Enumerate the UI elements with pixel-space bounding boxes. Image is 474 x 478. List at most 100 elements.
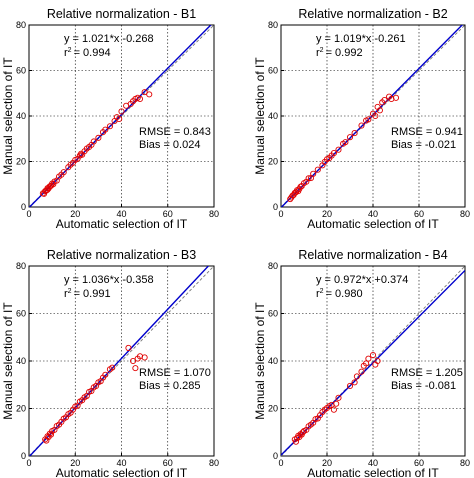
data-point	[310, 170, 317, 177]
chart-panel-b1: 0 20 40 60 80 0 20 40 60 80 Relative normalization…	[1, 7, 219, 231]
y-axis-label: Manual selection of IT	[1, 57, 15, 175]
x-tick-label: 20	[322, 209, 332, 219]
y-tick-label: 0	[273, 202, 278, 212]
data-point	[335, 146, 342, 153]
x-axis-label: Automatic selection of IT	[56, 217, 188, 231]
y-tick-label: 40	[16, 111, 26, 121]
data-point	[333, 400, 340, 407]
chart-title: Relative normalization - B3	[47, 248, 196, 262]
data-point	[335, 394, 342, 401]
x-tick-label: 80	[460, 458, 470, 468]
y-tick-label: 80	[16, 261, 26, 271]
x-tick-label: 0	[278, 458, 283, 468]
identity-line	[281, 25, 465, 207]
data-point	[358, 122, 365, 129]
x-tick-label: 60	[414, 209, 424, 219]
bias-label: Bias = 0.285	[139, 380, 200, 392]
rmse-label: RMSE = 1.070	[139, 367, 211, 379]
fit-equation: y = 1.036*x -0.358	[64, 274, 154, 286]
y-tick-label: 40	[16, 356, 26, 366]
y-tick-label: 0	[21, 451, 26, 461]
plot-content	[29, 266, 214, 456]
data-point	[132, 365, 139, 372]
x-axis-label: Automatic selection of IT	[56, 466, 188, 478]
data-point	[146, 91, 153, 98]
y-tick-label: 80	[268, 261, 278, 271]
data-point	[392, 94, 400, 101]
x-tick-label: 40	[116, 209, 126, 219]
y-tick-label: 0	[21, 202, 26, 212]
r-squared-symbol: r	[316, 47, 320, 59]
fit-equation: y = 1.019*x -0.261	[316, 33, 406, 45]
rmse-label: RMSE = 1.205	[391, 367, 463, 379]
data-point	[102, 371, 109, 378]
y-tick-label: 40	[268, 356, 278, 366]
y-tick-label: 20	[268, 157, 278, 167]
data-point	[130, 357, 137, 365]
data-point	[369, 352, 377, 359]
y-tick-label: 80	[268, 20, 278, 30]
data-point	[297, 183, 304, 190]
data-point	[125, 344, 132, 351]
x-tick-label: 40	[368, 209, 378, 219]
chart-panel-b2: 0 20 40 60 80 0 20 40 60 80 Relative normalization…	[253, 7, 470, 231]
x-tick-label: 0	[26, 209, 31, 219]
data-point	[358, 368, 365, 375]
data-point	[47, 431, 55, 438]
bias-label: Bias = -0.081	[391, 380, 456, 392]
data-point	[314, 166, 321, 173]
chart-title: Relative normalization - B4	[298, 248, 447, 262]
bias-label: Bias = 0.024	[139, 139, 200, 151]
data-point	[50, 181, 57, 188]
data-point	[365, 116, 372, 123]
y-axis-label: Manual selection of IT	[253, 302, 267, 420]
y-axis-label: Manual selection of IT	[253, 57, 267, 175]
plot-content	[281, 25, 465, 207]
chart-title: Relative normalization - B2	[298, 7, 447, 21]
data-point	[346, 382, 354, 389]
data-point	[136, 95, 144, 102]
data-point	[372, 112, 379, 120]
y-tick-label: 60	[268, 309, 278, 319]
r-squared-exponent: 2	[68, 288, 72, 295]
r-squared-symbol: r	[316, 288, 320, 300]
bias-label: Bias = -0.021	[391, 139, 456, 151]
data-point	[342, 139, 349, 146]
x-tick-label: 60	[163, 458, 173, 468]
r-squared: r2 = 0.992	[316, 47, 363, 59]
y-axis-label: Manual selection of IT	[1, 302, 15, 420]
r-squared-exponent: 2	[68, 47, 72, 54]
r-squared-exponent: 2	[320, 47, 324, 54]
y-tick-label: 20	[268, 404, 278, 414]
rmse-label: RMSE = 0.941	[391, 126, 463, 138]
data-point	[141, 354, 148, 361]
data-point	[351, 130, 358, 137]
y-tick-label: 0	[273, 451, 278, 461]
data-point	[109, 364, 116, 371]
chart-panel-b3: 0 20 40 60 80 0 20 40 60 80 Relative normalization…	[1, 248, 219, 478]
data-point	[102, 126, 109, 133]
identity-line	[29, 25, 214, 207]
data-point	[365, 355, 372, 362]
chart-panel-b4: 0 20 40 60 80 0 20 40 60 80 Relative normalization…	[253, 248, 470, 478]
data-point	[90, 138, 97, 145]
data-point	[346, 134, 354, 141]
x-axis-label: Automatic selection of IT	[307, 466, 439, 478]
y-tick-label: 20	[16, 157, 26, 167]
r-squared: r2 = 0.991	[64, 288, 111, 300]
x-tick-label: 80	[460, 209, 470, 219]
x-tick-label: 40	[368, 458, 378, 468]
r-squared-symbol: r	[64, 288, 68, 300]
data-point	[374, 357, 381, 365]
data-point	[381, 97, 388, 104]
rmse-label: RMSE = 0.843	[139, 126, 211, 138]
y-tick-label: 60	[268, 66, 278, 76]
data-point	[353, 373, 360, 380]
x-tick-label: 60	[163, 209, 173, 219]
r-squared-value: = 0.991	[74, 288, 111, 300]
identity-line	[281, 266, 465, 456]
x-tick-label: 20	[322, 458, 332, 468]
chart-title: Relative normalization - B1	[47, 7, 196, 21]
r-squared-value: = 0.994	[74, 47, 111, 59]
